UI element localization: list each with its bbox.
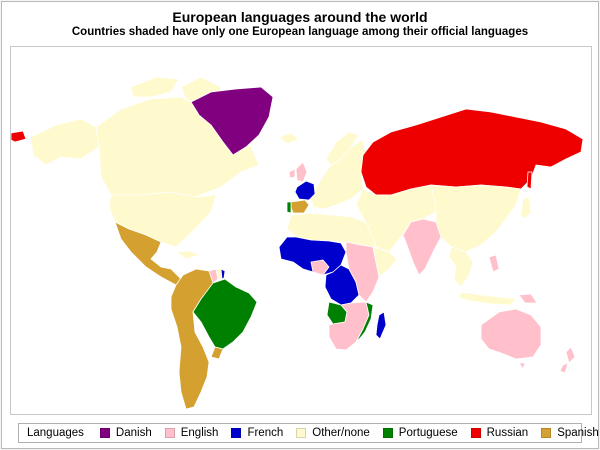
region-portugal [286,201,292,214]
region-russia [360,108,584,196]
legend-swatch-spanish [541,428,552,438]
legend-label-portuguese: Portuguese [398,427,458,439]
region-east-asia [430,184,522,253]
region-french-guiana [220,268,226,280]
region-png [518,293,538,304]
legend-swatch-portuguese [382,428,393,438]
region-new-zealand [559,346,576,374]
region-tasmania [518,362,526,370]
legend-label-other: Other/none [312,427,370,439]
region-east-africa-english [345,241,380,303]
region-canada [95,96,260,198]
region-uruguay [210,346,224,360]
legend-heading: Languages [27,427,84,439]
region-horn-africa [372,246,398,278]
region-philippines [488,254,500,273]
region-iceland [278,132,300,145]
legend-swatch-other [296,428,307,438]
region-alaska [30,118,100,166]
region-mexico-central-america [114,221,182,286]
region-france [294,180,316,201]
region-spain [290,199,310,214]
legend-item-spanish: Spanish [541,427,599,439]
legend-swatch-french [231,428,242,438]
region-se-asia [448,246,474,288]
region-ireland [288,168,296,179]
legend-label-russian: Russian [486,427,529,439]
region-caribbean [175,250,200,260]
legend-item-portuguese: Portuguese [382,427,458,439]
legend-label-spanish: Spanish [557,427,599,439]
map-subtitle: Countries shaded have only one European … [71,26,529,38]
region-india [402,218,442,276]
region-arctic-islands [130,76,180,98]
legend-item-other: Other/none [296,427,370,439]
region-indonesia [458,291,517,306]
region-mozambique [355,301,374,343]
region-scandinavia [325,131,360,166]
region-uk [295,161,308,183]
legend-swatch-english [164,428,175,438]
region-sakhalin [526,171,533,190]
region-nigeria [310,259,330,276]
legend-item-french: French [231,427,283,439]
legend-label-danish: Danish [115,427,152,439]
region-madagascar [375,311,387,340]
region-russia-chukotka [11,130,27,143]
world-map-svg [11,76,584,410]
region-greenland [190,86,274,156]
legend-item-danish: Danish [99,427,152,439]
legend-label-english: English [180,427,219,439]
legend-label-french: French [247,427,284,439]
legend-item-english: English [164,427,219,439]
region-brazil [192,278,258,350]
world-map [10,46,592,415]
region-japan [520,196,532,220]
legend-item-russian: Russian [470,427,529,439]
legend: Languages Danish English French Other/no… [18,423,599,443]
legend-swatch-russian [470,428,481,438]
map-title: European languages around the world [172,9,428,25]
region-australia [480,308,542,360]
legend-swatch-danish [99,428,110,438]
